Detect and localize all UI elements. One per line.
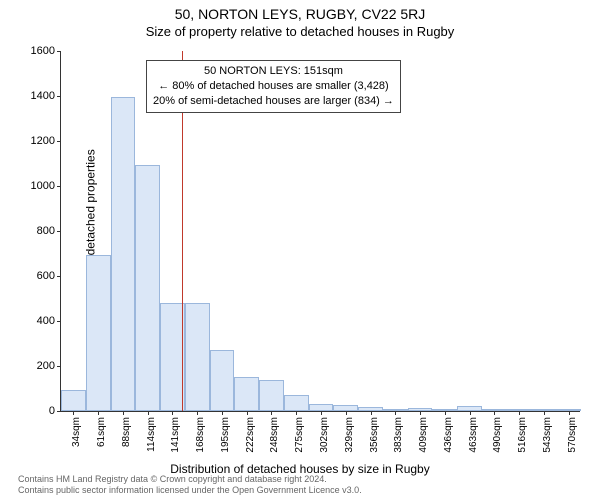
bar	[259, 380, 284, 412]
y-tick: 200	[37, 360, 61, 372]
x-tick-label: 168sqm	[195, 417, 206, 453]
x-tick-mark	[296, 411, 297, 415]
annotation-line3: 20% of semi-detached houses are larger (…	[153, 94, 394, 109]
x-tick-label: 302sqm	[319, 417, 330, 453]
x-tick-mark	[470, 411, 471, 415]
bar	[284, 395, 309, 411]
x-tick-label: 490sqm	[492, 417, 503, 453]
x-tick-label: 275sqm	[294, 417, 305, 453]
chart-container: 50, NORTON LEYS, RUGBY, CV22 5RJ Size of…	[0, 0, 600, 500]
x-tick-label: 436sqm	[443, 417, 454, 453]
x-tick-label: 61sqm	[96, 417, 107, 447]
bar	[111, 97, 136, 411]
annotation-box: 50 NORTON LEYS: 151sqm ← 80% of detached…	[146, 60, 401, 113]
y-tick: 1200	[31, 135, 61, 147]
x-tick-mark	[73, 411, 74, 415]
x-tick-label: 88sqm	[121, 417, 132, 447]
x-tick-label: 114sqm	[146, 417, 157, 452]
x-tick-label: 409sqm	[418, 417, 429, 453]
x-tick-label: 543sqm	[542, 417, 553, 453]
x-tick-mark	[222, 411, 223, 415]
y-tick: 0	[49, 405, 61, 417]
x-tick-mark	[395, 411, 396, 415]
x-tick-mark	[271, 411, 272, 415]
x-tick-mark	[148, 411, 149, 415]
x-tick-mark	[321, 411, 322, 415]
x-tick-mark	[494, 411, 495, 415]
x-tick-label: 34sqm	[71, 417, 82, 447]
bar	[135, 165, 160, 411]
x-tick-label: 516sqm	[517, 417, 528, 453]
x-tick-mark	[247, 411, 248, 415]
x-tick-label: 463sqm	[468, 417, 479, 453]
x-tick-mark	[346, 411, 347, 415]
y-tick: 1400	[31, 90, 61, 102]
title-address: 50, NORTON LEYS, RUGBY, CV22 5RJ	[0, 6, 600, 22]
x-tick-label: 222sqm	[245, 417, 256, 453]
x-tick-label: 141sqm	[170, 417, 181, 453]
x-tick-mark	[445, 411, 446, 415]
bar	[234, 377, 259, 411]
x-tick-mark	[569, 411, 570, 415]
y-tick: 600	[37, 270, 61, 282]
annotation-line2: ← 80% of detached houses are smaller (3,…	[153, 79, 394, 94]
x-tick-mark	[172, 411, 173, 415]
bar	[210, 350, 235, 411]
bar	[309, 404, 334, 411]
y-tick: 1000	[31, 180, 61, 192]
footer-text: Contains HM Land Registry data © Crown c…	[18, 474, 362, 496]
title-subtitle: Size of property relative to detached ho…	[0, 24, 600, 39]
bar	[185, 303, 210, 411]
x-tick-label: 356sqm	[369, 417, 380, 453]
footer-line1: Contains HM Land Registry data © Crown c…	[18, 474, 362, 485]
y-tick: 800	[37, 225, 61, 237]
x-tick-mark	[544, 411, 545, 415]
bar	[61, 390, 86, 411]
annotation-line1: 50 NORTON LEYS: 151sqm	[153, 64, 394, 79]
x-tick-mark	[123, 411, 124, 415]
x-tick-label: 383sqm	[393, 417, 404, 453]
bar	[160, 303, 185, 411]
x-tick-mark	[197, 411, 198, 415]
x-tick-label: 248sqm	[269, 417, 280, 453]
x-tick-mark	[371, 411, 372, 415]
y-tick: 400	[37, 315, 61, 327]
y-tick: 1600	[31, 45, 61, 57]
x-tick-label: 195sqm	[220, 417, 231, 453]
x-tick-label: 329sqm	[344, 417, 355, 453]
bar	[86, 255, 111, 411]
x-tick-mark	[98, 411, 99, 415]
x-tick-mark	[519, 411, 520, 415]
x-tick-mark	[420, 411, 421, 415]
plot-area: 02004006008001000120014001600 34sqm61sqm…	[60, 52, 580, 412]
footer-line2: Contains public sector information licen…	[18, 485, 362, 496]
x-tick-label: 570sqm	[567, 417, 578, 453]
